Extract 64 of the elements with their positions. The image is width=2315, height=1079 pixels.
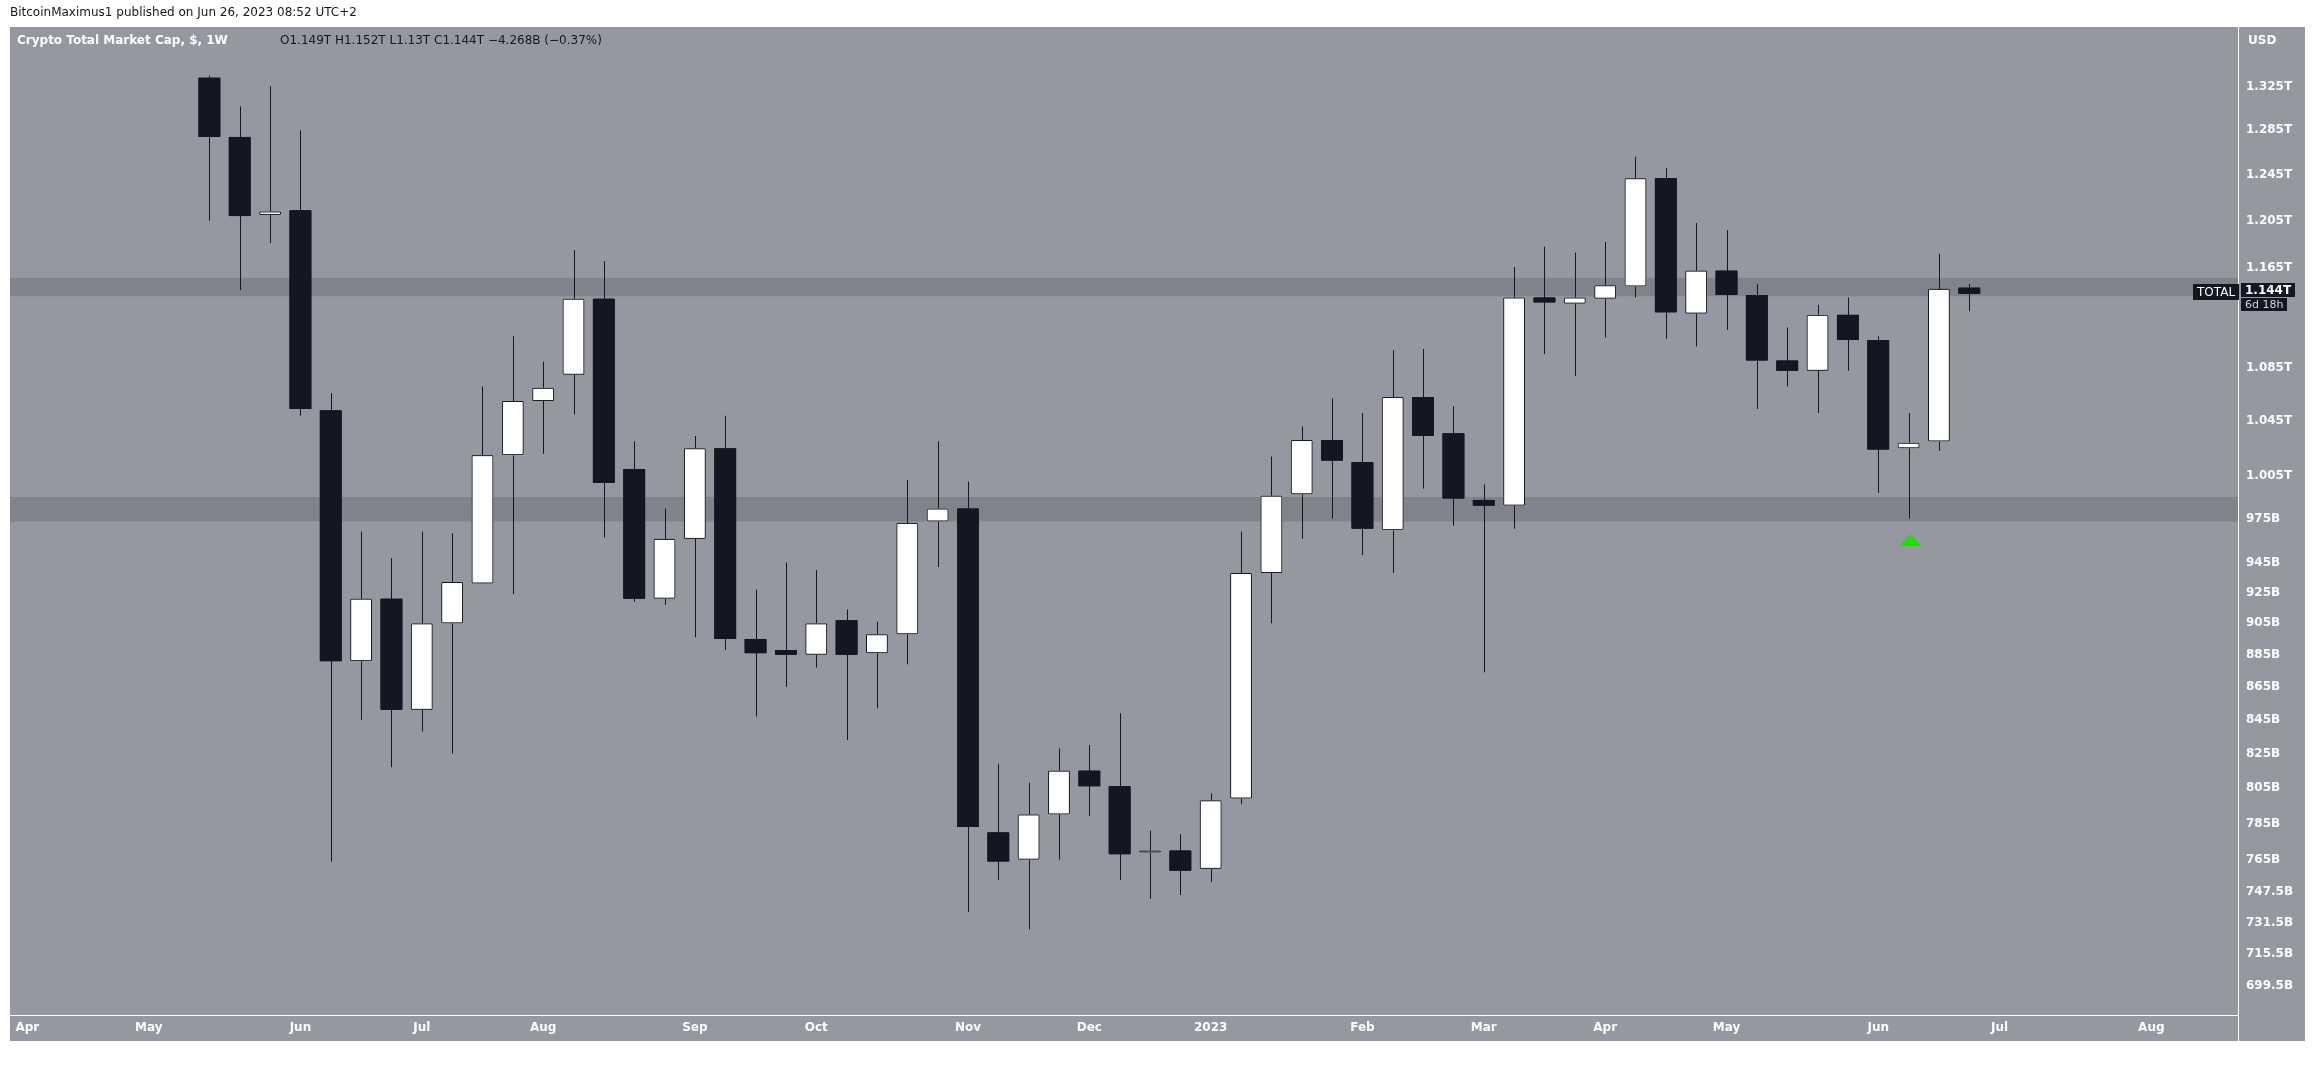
x-tick-label: Jun [288,1020,312,1035]
y-tick-label: 975B [2246,510,2281,525]
y-tick-label: 1.165T [2246,260,2293,275]
y-tick-label: 699.5B [2246,977,2294,992]
candlestick [1078,744,1101,817]
y-tick-label: 1.205T [2246,212,2293,227]
x-tick-label: Jul [1990,1020,2009,1035]
y-tick-label: 805B [2246,780,2281,795]
candlestick [1563,252,1586,377]
x-tick-label: Oct [804,1020,829,1035]
candlestick [1533,246,1556,355]
x-tick-label: 2023 [1193,1020,1228,1035]
y-tick-label: 747.5B [2246,884,2294,899]
x-tick-label: Feb [1350,1020,1376,1035]
candlestick [1594,241,1617,338]
y-tick-label: 731.5B [2246,914,2294,929]
y-tick-label: 865B [2246,679,2281,694]
candlestick [259,85,281,244]
y-tick-label: 1.245T [2246,166,2293,181]
candlestick [1139,830,1161,900]
y-tick-label: 1.285T [2246,122,2293,137]
y-tick-label: 785B [2246,815,2281,830]
x-tick-label: Apr [15,1020,40,1035]
y-tick-label: 1.005T [2246,468,2293,483]
candlestick [532,361,555,455]
annotation: O1.149T H1.152T L1.13T C1.144T −4.268B (−0.37%) [280,33,602,47]
x-tick-label: Aug [2138,1020,2165,1035]
y-tick-label: 825B [2246,745,2281,760]
y-axis-title: USD [2248,33,2277,47]
x-tick-label: Jul [412,1020,431,1035]
y-tick-label: 715.5B [2246,945,2294,960]
text: Crypto Total Market Cap, $, 1W [17,33,228,47]
x-tick-label: Dec [1076,1020,1102,1035]
text: 6d 18h [2241,297,2288,311]
annotation: TOTAL [2193,283,2240,300]
candlestick [1897,412,1920,520]
x-tick-label: Aug [529,1020,557,1035]
candlestick [774,562,797,688]
x-tick-label: Sep [682,1020,708,1035]
candlestick [1776,326,1799,388]
y-tick-label: 905B [2246,615,2281,630]
x-tick-label: Nov [954,1020,982,1035]
text: BitcoinMaximus1 published on Jun 26, 2023 08:52 UTC+2 [10,5,357,19]
candlestick [1321,397,1343,520]
candlestick [1958,283,1981,312]
candlestick [926,440,949,568]
y-tick-label: 1.045T [2246,413,2293,428]
x-tick-label: May [1712,1020,1741,1035]
y-tick-label: 1.085T [2246,360,2293,375]
candlestick [1169,833,1192,896]
x-tick-label: Jun [1866,1020,1890,1035]
y-tick-label: 945B [2246,554,2281,569]
y-tick-label: 885B [2246,646,2281,661]
text: 1.144T [2241,282,2296,297]
x-tick-label: Apr [1593,1020,1618,1035]
y-tick-label: 765B [2246,851,2281,866]
x-tick-label: Mar [1470,1020,1497,1035]
y-tick-label: 925B [2246,584,2281,599]
y-tick-label: 1.325T [2246,79,2293,94]
x-tick-label: May [134,1020,163,1035]
candlestick [744,589,767,717]
candlestick [1472,483,1495,673]
candlestick [866,621,888,709]
y-tick-label: 845B [2246,711,2281,726]
